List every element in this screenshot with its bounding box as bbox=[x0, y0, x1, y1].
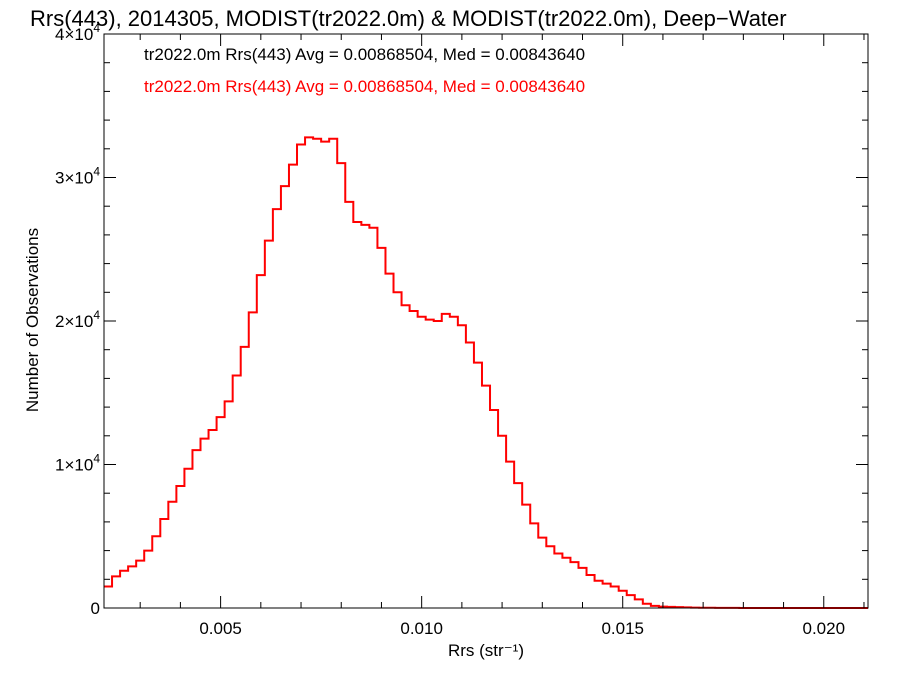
plot-area bbox=[103, 33, 869, 609]
x-tick-label: 0.010 bbox=[400, 619, 443, 638]
x-tick-label: 0.005 bbox=[199, 619, 242, 638]
x-axis-label: Rrs (str⁻¹) bbox=[448, 641, 524, 660]
series-line-1 bbox=[104, 136, 868, 609]
y-tick-label: 4×104 bbox=[55, 21, 100, 44]
y-tick-label: 1×104 bbox=[55, 452, 100, 475]
y-tick-label: 0 bbox=[91, 599, 100, 618]
x-tick-label: 0.015 bbox=[601, 619, 644, 638]
y-tick-label: 2×104 bbox=[55, 308, 100, 331]
plot-frame bbox=[103, 33, 869, 609]
y-axis-label: Number of Observations bbox=[23, 228, 42, 412]
chart-title: Rrs(443), 2014305, MODIST(tr2022.0m) & M… bbox=[30, 6, 787, 31]
legend-entry-2: tr2022.0m Rrs(443) Avg = 0.00868504, Med… bbox=[144, 77, 585, 96]
x-tick-label: 0.020 bbox=[802, 619, 845, 638]
legend-entry-1: tr2022.0m Rrs(443) Avg = 0.00868504, Med… bbox=[144, 45, 585, 64]
y-tick-label: 3×104 bbox=[55, 165, 100, 188]
